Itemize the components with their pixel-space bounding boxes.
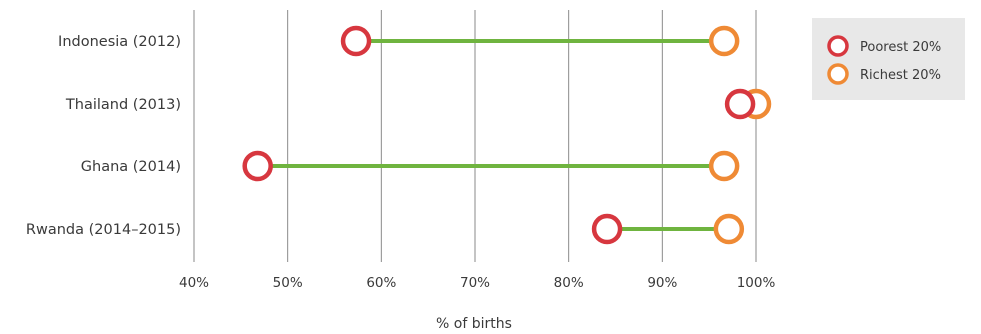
poorest-point xyxy=(591,213,623,245)
richest-point xyxy=(708,25,740,57)
legend-marker xyxy=(827,63,849,85)
connectors xyxy=(257,39,729,231)
gridlines xyxy=(193,10,757,262)
poorest-point xyxy=(242,150,273,182)
richest-point xyxy=(713,213,745,245)
data-points xyxy=(242,25,772,245)
category-label: Rwanda (2014–2015) xyxy=(26,222,181,238)
x-tick-label: 100% xyxy=(737,275,776,291)
x-tick-label: 40% xyxy=(179,275,209,291)
legend-items: Poorest 20% Richest 20% xyxy=(827,35,941,85)
x-tick-label: 60% xyxy=(366,275,396,291)
x-tick-label: 50% xyxy=(273,275,303,291)
x-tick-label: 70% xyxy=(460,275,490,291)
poorest-point xyxy=(340,25,372,57)
x-tick-label: 90% xyxy=(647,275,677,291)
poorest-point xyxy=(724,88,756,120)
legend-marker xyxy=(827,35,849,57)
x-axis-ticks: 40% 50% 60% 70% 80% 90% 100% xyxy=(179,275,775,291)
category-labels: Indonesia (2012) Thailand (2013) Ghana (20… xyxy=(26,34,181,238)
legend-label: Poorest 20% xyxy=(860,40,941,55)
category-label: Indonesia (2012) xyxy=(58,34,181,50)
category-label: Ghana (2014) xyxy=(81,159,181,175)
richest-point xyxy=(708,150,740,182)
legend-label: Richest 20% xyxy=(860,68,941,83)
category-label: Thailand (2013) xyxy=(65,97,181,113)
legend-background xyxy=(812,18,965,100)
x-axis-title: % of births xyxy=(436,316,512,332)
legend: Poorest 20% Richest 20% xyxy=(812,18,965,100)
x-tick-label: 80% xyxy=(554,275,584,291)
